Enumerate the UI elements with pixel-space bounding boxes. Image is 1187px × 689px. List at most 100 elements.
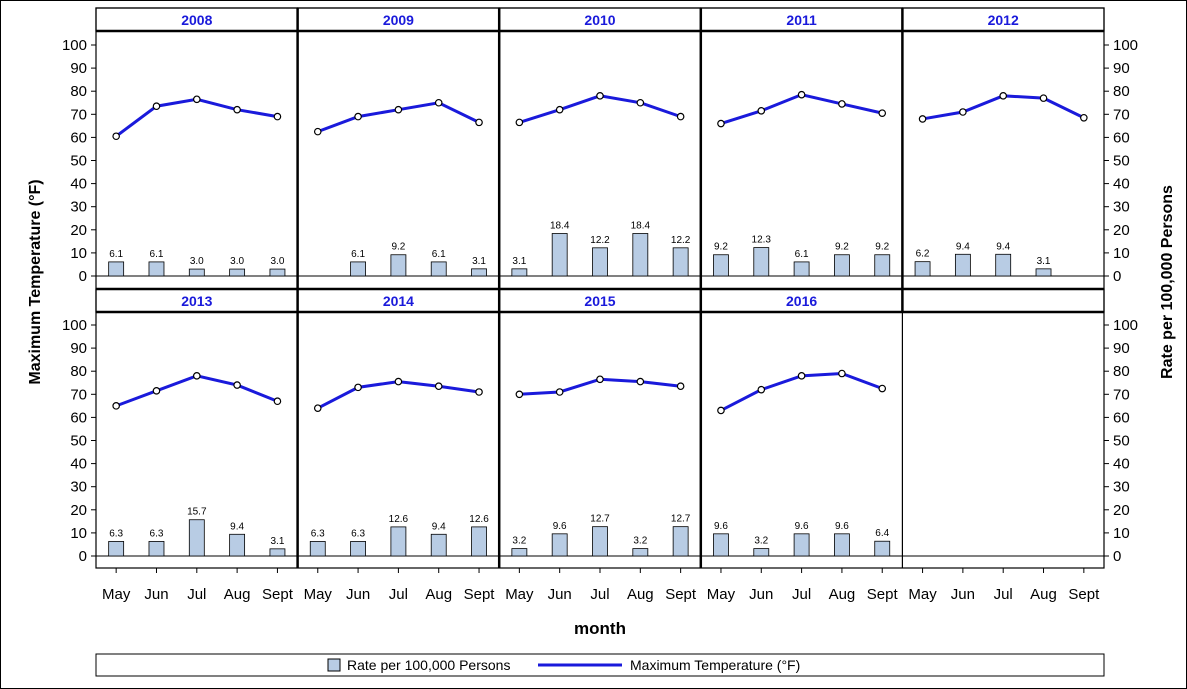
x-tick-label: Jun <box>951 586 975 603</box>
bar-label: 12.2 <box>590 235 610 246</box>
bar <box>713 254 729 277</box>
bar-label: 6.4 <box>875 528 889 539</box>
temperature-point <box>354 383 362 392</box>
bar <box>793 533 810 557</box>
panel-title: 2011 <box>786 12 817 28</box>
panel-2012: 2012 6.2 9.4 9.4 3.1 <box>901 7 1105 277</box>
bar <box>471 268 487 277</box>
bar <box>551 533 568 557</box>
y-tick-label-right: 50 <box>1113 153 1130 170</box>
x-tick-label: Aug <box>627 586 654 603</box>
temperature-point <box>717 406 725 415</box>
temperature-point <box>354 112 362 121</box>
x-tick-label: Aug <box>1030 586 1057 603</box>
bar <box>188 268 205 277</box>
bar-label: 9.4 <box>996 241 1010 252</box>
bar-label: 6.1 <box>351 249 365 260</box>
bar-label: 9.6 <box>835 521 849 532</box>
y-tick-label-left: 10 <box>70 525 87 542</box>
bar-label: 12.2 <box>671 235 691 246</box>
x-tick-label: Jun <box>144 586 168 603</box>
bar-label: 3.2 <box>754 536 768 547</box>
temperature-point <box>515 390 524 399</box>
temperature-point <box>918 115 927 123</box>
bar-label: 15.7 <box>187 507 207 518</box>
bar-label: 6.2 <box>916 249 930 260</box>
y-tick-label-right: 60 <box>1113 409 1130 426</box>
temperature-point <box>878 384 887 393</box>
y-tick-label-right: 20 <box>1113 502 1130 519</box>
y-tick-label-right: 10 <box>1113 525 1130 542</box>
temperature-point <box>999 92 1008 100</box>
temperature-point <box>636 377 645 386</box>
bar-label: 9.2 <box>391 242 405 253</box>
panel-title: 2014 <box>383 293 414 309</box>
temperature-point <box>112 132 120 141</box>
temperature-point <box>1039 94 1048 102</box>
bar <box>592 526 608 557</box>
bar <box>269 268 286 277</box>
temperature-point <box>233 105 241 114</box>
bar <box>672 247 689 277</box>
bar-label: 6.3 <box>150 528 164 539</box>
temperature-point <box>797 372 806 380</box>
bar <box>390 254 407 277</box>
y-tick-label-left: 20 <box>70 222 87 239</box>
temperature-point <box>394 105 403 114</box>
bar-label: 3.0 <box>190 256 204 267</box>
x-tick-label: Aug <box>425 586 452 603</box>
temperature-point <box>636 98 645 107</box>
temperature-point <box>515 118 524 127</box>
temperature-point <box>838 100 846 108</box>
bar <box>753 548 770 557</box>
y-tick-label-left: 80 <box>70 83 87 100</box>
bar <box>390 526 407 557</box>
y-tick-label-left: 20 <box>70 502 87 519</box>
x-tick-label: Jun <box>346 586 370 603</box>
bar <box>229 268 246 277</box>
panel-2013: 2013 6.3 6.3 15.7 9.4 3.1 May Jun Jul Aug Sept <box>95 288 299 603</box>
bar <box>874 540 891 557</box>
bar-label: 6.3 <box>351 528 365 539</box>
bar-label: 3.0 <box>270 256 284 267</box>
temperature-point <box>313 127 322 136</box>
y-tick-label-right: 80 <box>1113 83 1130 100</box>
panel-title: 2013 <box>181 293 212 309</box>
bar <box>471 526 487 557</box>
bar-label: 12.6 <box>469 514 489 525</box>
bar-label: 12.3 <box>752 235 772 246</box>
x-tick-label: Sept <box>867 586 899 603</box>
x-tick-label: May <box>707 586 736 603</box>
temperature-point <box>555 105 564 114</box>
y-tick-label-right: 60 <box>1113 129 1130 146</box>
temperature-point <box>797 90 806 99</box>
y-tick-label-right: 20 <box>1113 222 1130 239</box>
panel-2011: 2011 9.2 12.3 6.1 9.2 9.2 <box>700 7 903 277</box>
x-tick-label: Jul <box>994 586 1013 603</box>
bar <box>148 541 165 557</box>
x-tick-label: Jun <box>749 586 773 603</box>
bar-label: 12.7 <box>671 514 691 525</box>
panel-title: 2009 <box>383 12 414 28</box>
y-tick-label-right: 80 <box>1113 363 1130 380</box>
temperature-point <box>273 397 282 406</box>
temperature-point <box>233 381 241 389</box>
bar <box>269 548 286 557</box>
bar <box>753 247 770 277</box>
x-tick-label: May <box>102 586 131 603</box>
panel-title: 2008 <box>181 12 212 28</box>
temperature-point <box>112 402 120 410</box>
temperature-point <box>193 95 201 104</box>
temperature-point <box>394 377 403 386</box>
bar <box>834 254 850 277</box>
y-tick-label-right: 40 <box>1113 176 1130 193</box>
y-tick-label-left: 80 <box>70 363 87 380</box>
temperature-point <box>676 382 685 391</box>
y-tick-label-left: 30 <box>70 479 87 496</box>
panel-title: 2015 <box>584 293 615 309</box>
x-tick-label: Sept <box>1068 586 1100 603</box>
bar-label: 3.1 <box>270 536 284 547</box>
temperature-point <box>596 92 604 100</box>
